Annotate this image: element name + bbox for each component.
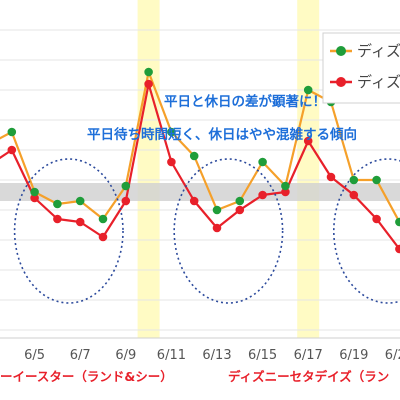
data-point xyxy=(258,157,267,167)
grid xyxy=(0,29,400,339)
callout-ellipse xyxy=(13,158,124,304)
data-point xyxy=(372,175,381,185)
legend-marker-1 xyxy=(336,46,346,56)
x-tick-label: 6/13 xyxy=(202,348,231,363)
legend-box xyxy=(322,32,400,104)
highlight-column xyxy=(297,0,320,338)
data-point xyxy=(372,214,381,224)
data-point xyxy=(30,187,39,197)
data-point xyxy=(167,157,176,167)
x-tick-label: 6/21 xyxy=(385,348,400,363)
data-point xyxy=(98,214,108,224)
data-point xyxy=(144,79,153,89)
highlight-column xyxy=(137,0,160,338)
data-point xyxy=(326,172,336,182)
x-tick-label: 6/11 xyxy=(157,348,186,363)
data-point xyxy=(7,127,17,137)
x-tick-label: 6/7 xyxy=(70,348,91,363)
legend: ディズ ディズ xyxy=(322,32,400,104)
data-point xyxy=(53,214,62,224)
data-point xyxy=(75,196,85,206)
legend-label-1: ディズ xyxy=(357,42,400,60)
data-point xyxy=(395,217,400,227)
data-point xyxy=(121,181,131,191)
data-point xyxy=(7,145,17,155)
annotation-line-1: 平日と休日の差が顕著に！ xyxy=(164,93,326,110)
data-point xyxy=(212,205,222,215)
x-tick-label: 6/5 xyxy=(24,348,45,363)
data-point xyxy=(281,187,290,197)
data-point xyxy=(121,196,131,206)
data-point xyxy=(167,127,176,137)
data-point xyxy=(303,136,313,146)
x-tick-labels: 6/56/76/96/116/136/156/176/196/216/236/ xyxy=(24,348,400,363)
callout-ellipses xyxy=(13,158,400,304)
series-points xyxy=(7,67,400,254)
data-point xyxy=(235,196,245,206)
data-point xyxy=(258,190,267,200)
data-point xyxy=(303,85,313,95)
callout-ellipse xyxy=(173,158,284,304)
data-point xyxy=(189,196,199,206)
x-tick-label: 6/9 xyxy=(115,348,136,363)
annotation-line-2: 平日待ち時間短く、休日はやや混雑する傾向 xyxy=(87,126,357,143)
data-point xyxy=(98,232,108,242)
data-point xyxy=(53,199,62,209)
data-point xyxy=(144,67,153,77)
data-point xyxy=(212,223,222,233)
data-point xyxy=(75,217,85,227)
data-point xyxy=(235,205,245,215)
data-point xyxy=(30,193,39,203)
event-label-left: ーイースター（ランド&シー） xyxy=(0,369,173,384)
event-label-right: ディズニーセタデイズ（ラン xyxy=(228,369,389,384)
data-point xyxy=(349,175,359,185)
data-point xyxy=(189,151,199,161)
data-point xyxy=(281,181,290,191)
legend-marker-2 xyxy=(336,77,346,87)
legend-label-2: ディズ xyxy=(357,73,400,91)
x-tick-label: 6/19 xyxy=(339,348,368,363)
data-point xyxy=(395,244,400,254)
x-tick-label: 6/17 xyxy=(294,348,323,363)
data-point xyxy=(349,190,359,200)
x-tick-label: 6/15 xyxy=(248,348,277,363)
average-band xyxy=(0,183,400,201)
